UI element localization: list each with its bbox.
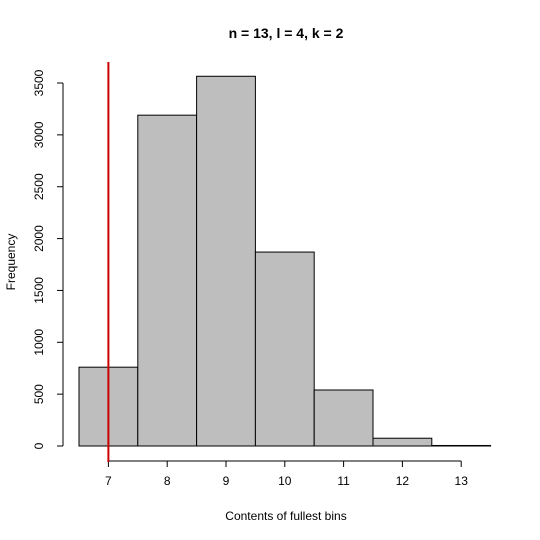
x-tick-label: 12: [396, 474, 410, 488]
y-tick-label: 1500: [32, 277, 46, 304]
y-axis: 0 500 1000 1500 2000 2500 3000 3500: [32, 69, 64, 449]
x-tick-label: 7: [105, 474, 112, 488]
x-tick-label: 9: [223, 474, 230, 488]
y-tick-label: 2500: [32, 173, 46, 200]
y-tick-label: 2000: [32, 225, 46, 252]
x-axis: 7 8 9 10 11 12 13: [105, 460, 469, 488]
y-tick-label: 0: [32, 442, 46, 449]
y-tick-label: 500: [32, 384, 46, 404]
histogram-bar: [431, 444, 492, 447]
histogram-bar: [313, 389, 374, 447]
x-tick-label: 10: [278, 474, 292, 488]
histogram-bar: [372, 437, 433, 447]
histogram-bar: [196, 75, 256, 447]
x-tick-label: 13: [455, 474, 469, 488]
histogram-bar: [254, 251, 315, 447]
y-tick-label: 1000: [32, 329, 46, 356]
bars-group: [78, 75, 492, 447]
x-tick-label: 11: [337, 474, 350, 488]
histogram-bar: [137, 114, 198, 447]
y-tick-label: 3000: [32, 121, 46, 148]
y-tick-label: 3500: [32, 69, 46, 96]
chart-title: n = 13, l = 4, k = 2: [229, 25, 344, 41]
x-axis-label: Contents of fullest bins: [225, 509, 346, 523]
y-axis-label: Frequency: [4, 234, 18, 291]
x-tick-label: 8: [164, 474, 171, 488]
